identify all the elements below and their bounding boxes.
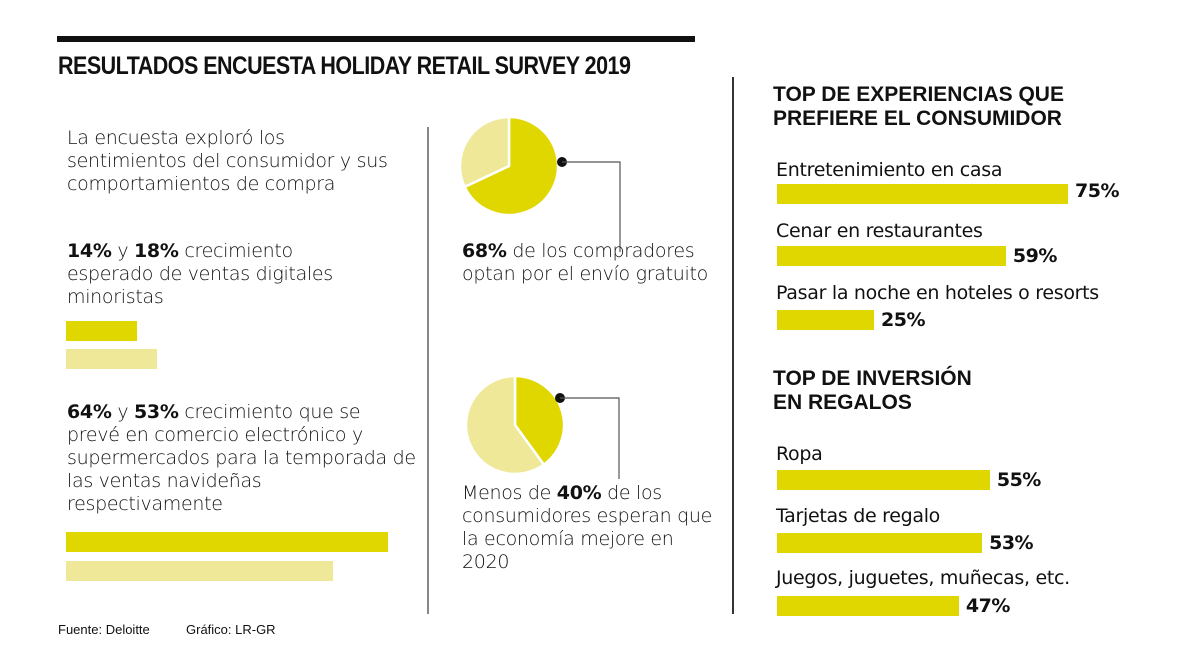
digital-sales-value-a: 14% [67,240,112,262]
title-rule [57,36,695,42]
gift-bar-0 [777,470,990,490]
gift-value-1: 53% [989,532,1034,554]
ecommerce-value-a: 64% [67,401,112,423]
leader-economy [555,393,620,479]
page-title: RESULTADOS ENCUESTA HOLIDAY RETAIL SURVE… [58,52,631,80]
bar-digital-sales-a [66,321,137,341]
leader-free-shipping [557,157,621,252]
gift-value-2: 47% [965,595,1010,617]
pie-slice-other [464,374,546,476]
experiences-title: TOP DE EXPERIENCIAS QUE PREFIERE EL CONS… [773,83,1064,131]
experience-label-0: Entretenimiento en casa [776,159,1003,181]
experience-bar-2 [777,310,874,330]
footer-source: Fuente: Deloitte [58,622,150,637]
pie-slice-expect-improvement [513,374,566,466]
economy-text: Menos de 40% de los consumidores esperan… [462,482,712,574]
footer-graphic: Gráfico: LR-GR [186,622,276,637]
digital-sales-text: 14% y 18% crecimiento esperado de ventas… [67,240,367,309]
ecommerce-connector: y [111,401,135,423]
digital-sales-description: crecimiento esperado de ventas digitales… [67,240,333,308]
gift-bar-1 [777,533,983,553]
pie-slice-free-shipping [463,115,560,217]
experience-value-2: 25% [881,309,925,331]
free-shipping-text: 68% de los compradores optan por el enví… [462,240,712,286]
gifts-title: TOP DE INVERSIÓN EN REGALOS [773,367,972,415]
experiences-title-line1: TOP DE EXPERIENCIAS QUE [773,83,1064,106]
experience-value-1: 59% [1012,245,1057,267]
gift-value-0: 55% [996,469,1041,491]
pie-slice-other [458,115,511,189]
leader-line-free-shipping [562,161,621,252]
free-shipping-value: 68% [462,240,507,262]
pie-free-shipping [458,115,560,217]
gifts-title-line1: TOP DE INVERSIÓN [773,367,972,390]
experience-label-1: Cenar en restaurantes [776,220,983,242]
economy-prefix: Menos de [462,482,557,504]
gift-label-1: Tarjetas de regalo [776,505,940,527]
experience-bar-1 [777,246,1006,266]
pie-economy [464,374,566,476]
economy-value: 40% [556,482,602,504]
ecommerce-description: crecimiento que se prevé en comercio ele… [67,401,416,515]
free-shipping-description: de los compradores optan por el envío gr… [462,240,708,285]
digital-sales-connector: y [111,240,135,262]
experience-label-2: Pasar la noche en hoteles o resorts [776,282,1099,304]
bar-digital-sales-b [66,349,158,369]
gift-label-2: Juegos, juguetes, muñecas, etc. [776,567,1070,589]
bar-supermarkets [66,561,333,581]
experiences-title-line2: PREFIERE EL CONSUMIDOR [773,107,1062,130]
column-divider-right [732,77,734,614]
economy-description: de los consumidores esperan que la econo… [462,482,713,573]
digital-sales-value-b: 18% [134,240,179,262]
ecommerce-text: 64% y 53% crecimiento que se prevé en co… [67,401,417,516]
leader-line-economy [560,397,620,479]
gift-label-0: Ropa [776,443,823,465]
ecommerce-value-b: 53% [134,401,179,423]
gifts-title-line2: EN REGALOS [773,391,912,414]
experience-value-0: 75% [1075,180,1119,202]
bar-ecommerce [66,532,388,552]
column-divider-left [427,127,429,614]
experience-bar-0 [777,184,1068,204]
gift-bar-2 [777,596,959,616]
intro-text: La encuesta exploró los sentimientos del… [67,127,388,195]
